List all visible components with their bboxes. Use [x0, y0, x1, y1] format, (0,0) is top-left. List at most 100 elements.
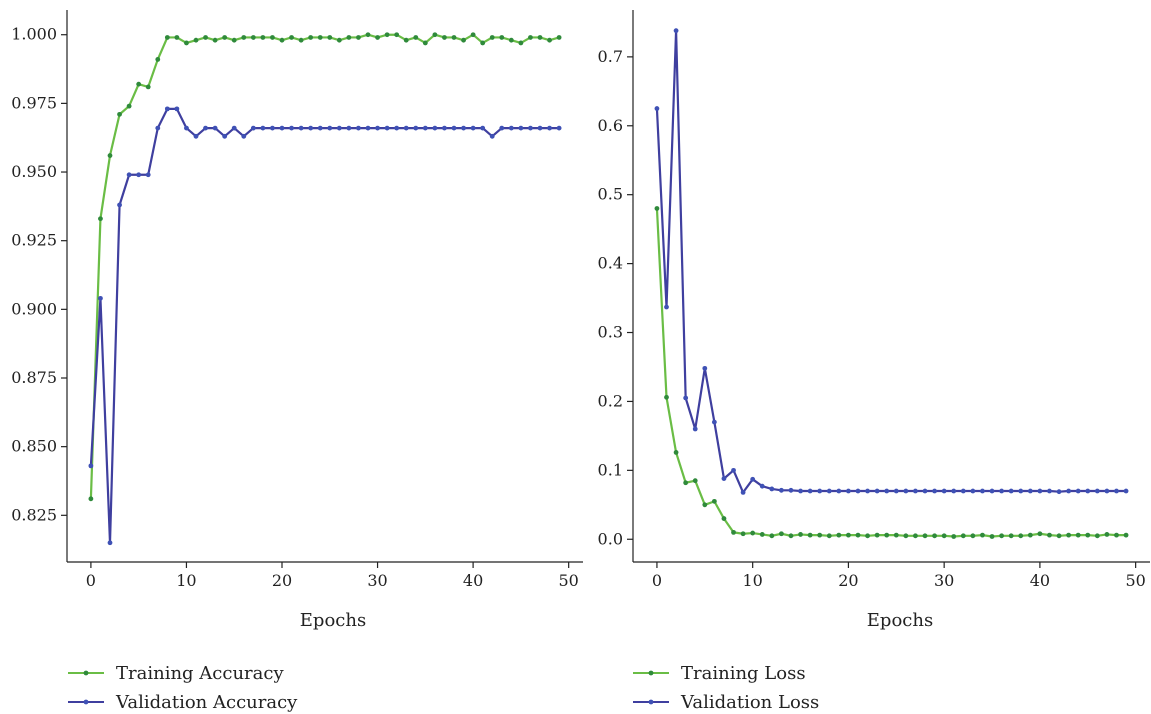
data-point-validation-loss — [999, 488, 1005, 494]
data-point-training-loss — [970, 533, 976, 539]
data-point-validation-accuracy — [270, 125, 275, 131]
loss-x-tick-label: 20 — [838, 571, 858, 590]
data-point-validation-accuracy — [289, 125, 294, 131]
data-point-training-loss — [1123, 532, 1129, 538]
accuracy-series — [88, 32, 562, 546]
data-point-validation-loss — [951, 488, 957, 494]
accuracy-x-tick-label: 10 — [176, 571, 196, 590]
data-point-validation-accuracy — [375, 125, 380, 131]
data-point-training-accuracy — [155, 57, 161, 62]
data-point-validation-loss — [711, 419, 717, 425]
data-point-training-accuracy — [298, 37, 304, 43]
data-point-training-loss — [980, 532, 985, 538]
data-point-validation-loss — [778, 487, 784, 493]
legend-marker-validation-loss — [648, 699, 654, 705]
legend-label-training-loss: Training Loss — [681, 663, 806, 684]
data-point-validation-loss — [817, 488, 823, 494]
data-point-training-loss — [1114, 532, 1119, 538]
data-point-training-loss — [721, 516, 727, 521]
data-point-validation-loss — [836, 488, 842, 494]
data-point-validation-loss — [750, 476, 756, 482]
accuracy-x-tick-label: 20 — [272, 571, 292, 590]
data-point-training-loss — [711, 498, 717, 504]
data-point-validation-loss — [989, 488, 995, 494]
data-point-validation-accuracy — [203, 125, 208, 131]
data-point-training-loss — [807, 532, 813, 538]
data-point-training-accuracy — [308, 35, 314, 40]
legend-marker-training-loss — [648, 670, 654, 676]
data-point-validation-accuracy — [241, 133, 247, 139]
accuracy-y-tick-label: 0.950 — [11, 162, 57, 181]
accuracy-y-ticks: 0.825 0.850 0.875 0.900 0.925 0.950 0.975 1.000 — [11, 25, 67, 524]
data-point-validation-accuracy — [422, 125, 428, 131]
data-point-validation-accuracy — [384, 125, 390, 131]
data-point-validation-loss — [664, 304, 669, 310]
loss-series — [654, 28, 1129, 539]
data-point-training-loss — [960, 533, 966, 539]
loss-chart: 0.0 0.1 0.2 0.3 0.4 0.5 0.6 0.7 0 10 20 30 40 50 Epo… — [598, 10, 1150, 713]
data-point-training-accuracy — [384, 32, 390, 38]
data-point-validation-loss — [1094, 488, 1100, 494]
data-point-validation-loss — [692, 426, 698, 432]
data-point-training-accuracy — [212, 37, 218, 43]
data-point-validation-loss — [893, 488, 899, 494]
data-point-validation-accuracy — [260, 125, 266, 131]
legend-item-validation-loss: Validation Loss — [633, 692, 819, 713]
data-point-validation-loss — [798, 488, 803, 494]
accuracy-x-axis-label: Epochs — [300, 610, 366, 631]
data-point-training-loss — [941, 533, 947, 539]
accuracy-y-tick-label: 1.000 — [11, 25, 57, 44]
accuracy-y-tick-label: 0.925 — [11, 231, 57, 250]
data-point-training-loss — [798, 532, 803, 537]
data-point-validation-loss — [913, 488, 918, 494]
data-point-validation-accuracy — [193, 133, 199, 139]
data-point-training-accuracy — [489, 35, 495, 40]
data-point-training-loss — [817, 532, 823, 538]
data-point-validation-accuracy — [107, 540, 113, 546]
data-point-training-loss — [874, 532, 880, 538]
loss-x-tick-label: 30 — [934, 571, 954, 590]
data-point-validation-accuracy — [298, 125, 304, 131]
data-point-validation-accuracy — [442, 125, 447, 131]
data-point-training-accuracy — [174, 35, 180, 40]
data-point-training-loss — [1085, 532, 1091, 538]
data-point-training-loss — [951, 534, 957, 539]
series-line-training-loss — [655, 208, 1127, 538]
data-point-training-loss — [846, 532, 851, 538]
data-point-training-accuracy — [164, 35, 170, 40]
data-point-training-accuracy — [403, 37, 409, 43]
data-point-validation-accuracy — [365, 125, 371, 131]
data-point-training-accuracy — [98, 216, 103, 222]
data-point-validation-loss — [731, 467, 736, 473]
loss-x-tick-label: 0 — [652, 571, 662, 590]
data-point-validation-accuracy — [222, 133, 228, 139]
data-point-training-loss — [731, 529, 736, 535]
data-point-validation-loss — [654, 106, 660, 111]
data-point-validation-accuracy — [336, 125, 342, 131]
data-point-validation-accuracy — [174, 106, 180, 112]
data-point-validation-accuracy — [117, 202, 122, 208]
data-point-validation-accuracy — [145, 172, 151, 178]
data-point-validation-loss — [865, 488, 870, 494]
data-point-training-loss — [702, 502, 708, 508]
data-point-training-loss — [989, 534, 995, 539]
data-point-validation-accuracy — [126, 172, 132, 178]
data-point-validation-loss — [1104, 488, 1110, 494]
data-point-validation-accuracy — [413, 125, 419, 131]
data-point-training-loss — [1027, 532, 1033, 538]
legend-label-training-accuracy: Training Accuracy — [116, 663, 284, 684]
data-point-validation-loss — [1085, 488, 1091, 494]
accuracy-legend: Training Accuracy Validation Accuracy — [68, 663, 298, 713]
data-point-training-loss — [1018, 533, 1024, 539]
data-point-validation-loss — [846, 488, 851, 494]
data-point-validation-loss — [740, 489, 746, 495]
data-point-validation-loss — [683, 395, 689, 401]
data-point-training-accuracy — [508, 37, 514, 43]
loss-x-tick-label: 40 — [1030, 571, 1050, 590]
legend-label-validation-loss: Validation Loss — [680, 692, 819, 713]
data-point-training-loss — [903, 533, 909, 539]
data-point-validation-loss — [1037, 488, 1043, 494]
data-point-training-accuracy — [461, 37, 466, 43]
data-point-training-accuracy — [145, 84, 151, 90]
